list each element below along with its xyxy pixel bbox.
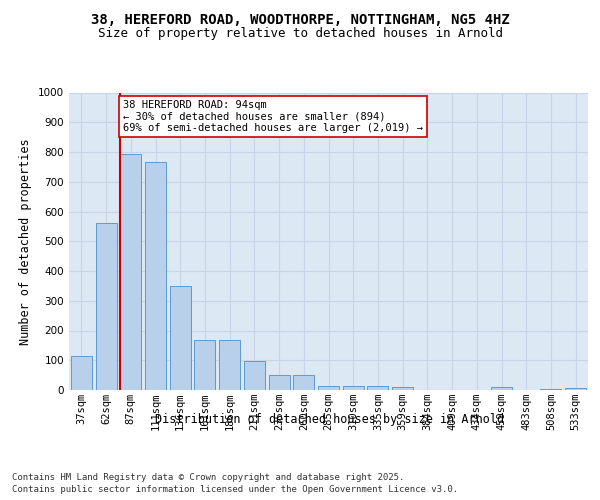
Bar [491, 387, 512, 390]
Text: Contains HM Land Registry data © Crown copyright and database right 2025.: Contains HM Land Registry data © Crown c… [12, 472, 404, 482]
Bar [145, 162, 166, 390]
Y-axis label: Number of detached properties: Number of detached properties [19, 138, 32, 344]
Bar [343, 386, 364, 390]
Bar [194, 340, 215, 390]
Bar [318, 386, 339, 390]
Bar [565, 388, 586, 390]
Bar [71, 356, 92, 390]
Bar [367, 386, 388, 390]
Bar [244, 361, 265, 390]
Bar [219, 340, 240, 390]
Bar [170, 286, 191, 390]
Bar [95, 222, 116, 390]
Text: 38, HEREFORD ROAD, WOODTHORPE, NOTTINGHAM, NG5 4HZ: 38, HEREFORD ROAD, WOODTHORPE, NOTTINGHA… [91, 12, 509, 26]
Bar [541, 388, 562, 390]
Bar [269, 374, 290, 390]
Bar [392, 387, 413, 390]
Bar [120, 154, 141, 390]
Text: 38 HEREFORD ROAD: 94sqm
← 30% of detached houses are smaller (894)
69% of semi-d: 38 HEREFORD ROAD: 94sqm ← 30% of detache… [123, 100, 423, 133]
Text: Distribution of detached houses by size in Arnold: Distribution of detached houses by size … [155, 412, 503, 426]
Text: Size of property relative to detached houses in Arnold: Size of property relative to detached ho… [97, 28, 503, 40]
Text: Contains public sector information licensed under the Open Government Licence v3: Contains public sector information licen… [12, 485, 458, 494]
Bar [293, 374, 314, 390]
